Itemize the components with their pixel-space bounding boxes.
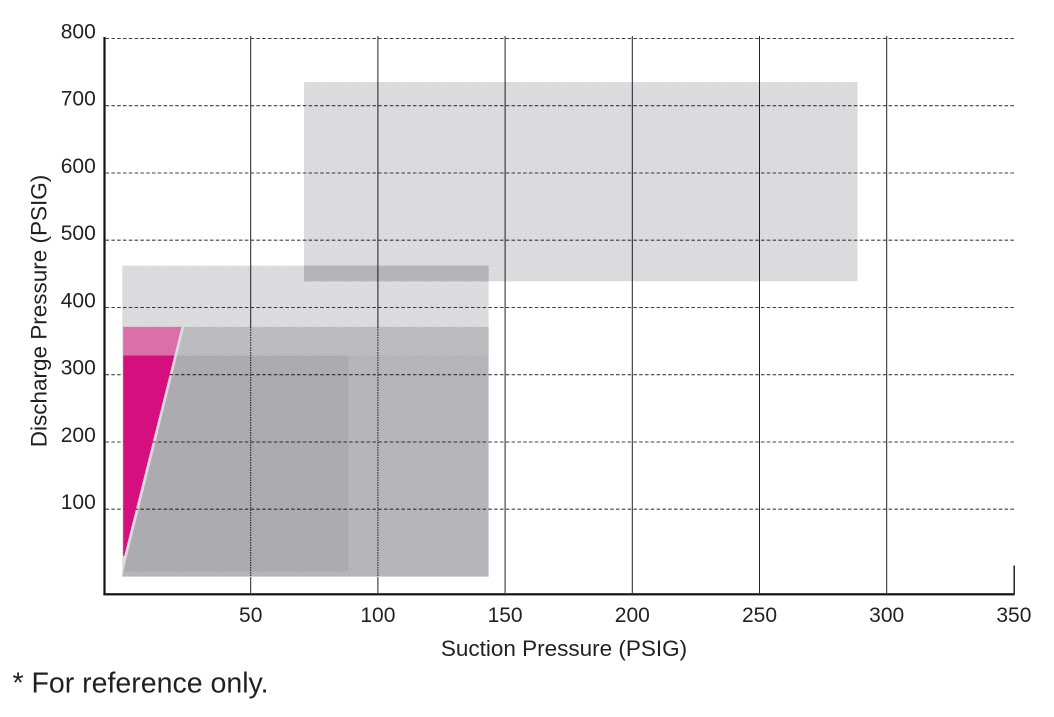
- svg-text:200: 200: [61, 424, 96, 447]
- svg-text:600: 600: [61, 155, 96, 178]
- svg-text:150: 150: [488, 604, 523, 627]
- svg-text:500: 500: [61, 222, 96, 245]
- svg-text:300: 300: [61, 357, 96, 380]
- svg-text:300: 300: [869, 604, 904, 627]
- svg-text:Suction Pressure (PSIG): Suction Pressure (PSIG): [441, 636, 687, 661]
- svg-text:350: 350: [996, 604, 1031, 627]
- svg-text:400: 400: [61, 289, 96, 312]
- svg-text:100: 100: [61, 491, 96, 514]
- svg-text:250: 250: [742, 604, 777, 627]
- svg-text:200: 200: [615, 604, 650, 627]
- svg-text:50: 50: [239, 604, 262, 627]
- svg-text:* For reference only.: * For reference only.: [13, 668, 269, 700]
- svg-text:700: 700: [61, 88, 96, 111]
- svg-text:100: 100: [360, 604, 395, 627]
- svg-text:Discharge Pressure (PSIG): Discharge Pressure (PSIG): [27, 175, 52, 448]
- svg-text:800: 800: [61, 20, 96, 43]
